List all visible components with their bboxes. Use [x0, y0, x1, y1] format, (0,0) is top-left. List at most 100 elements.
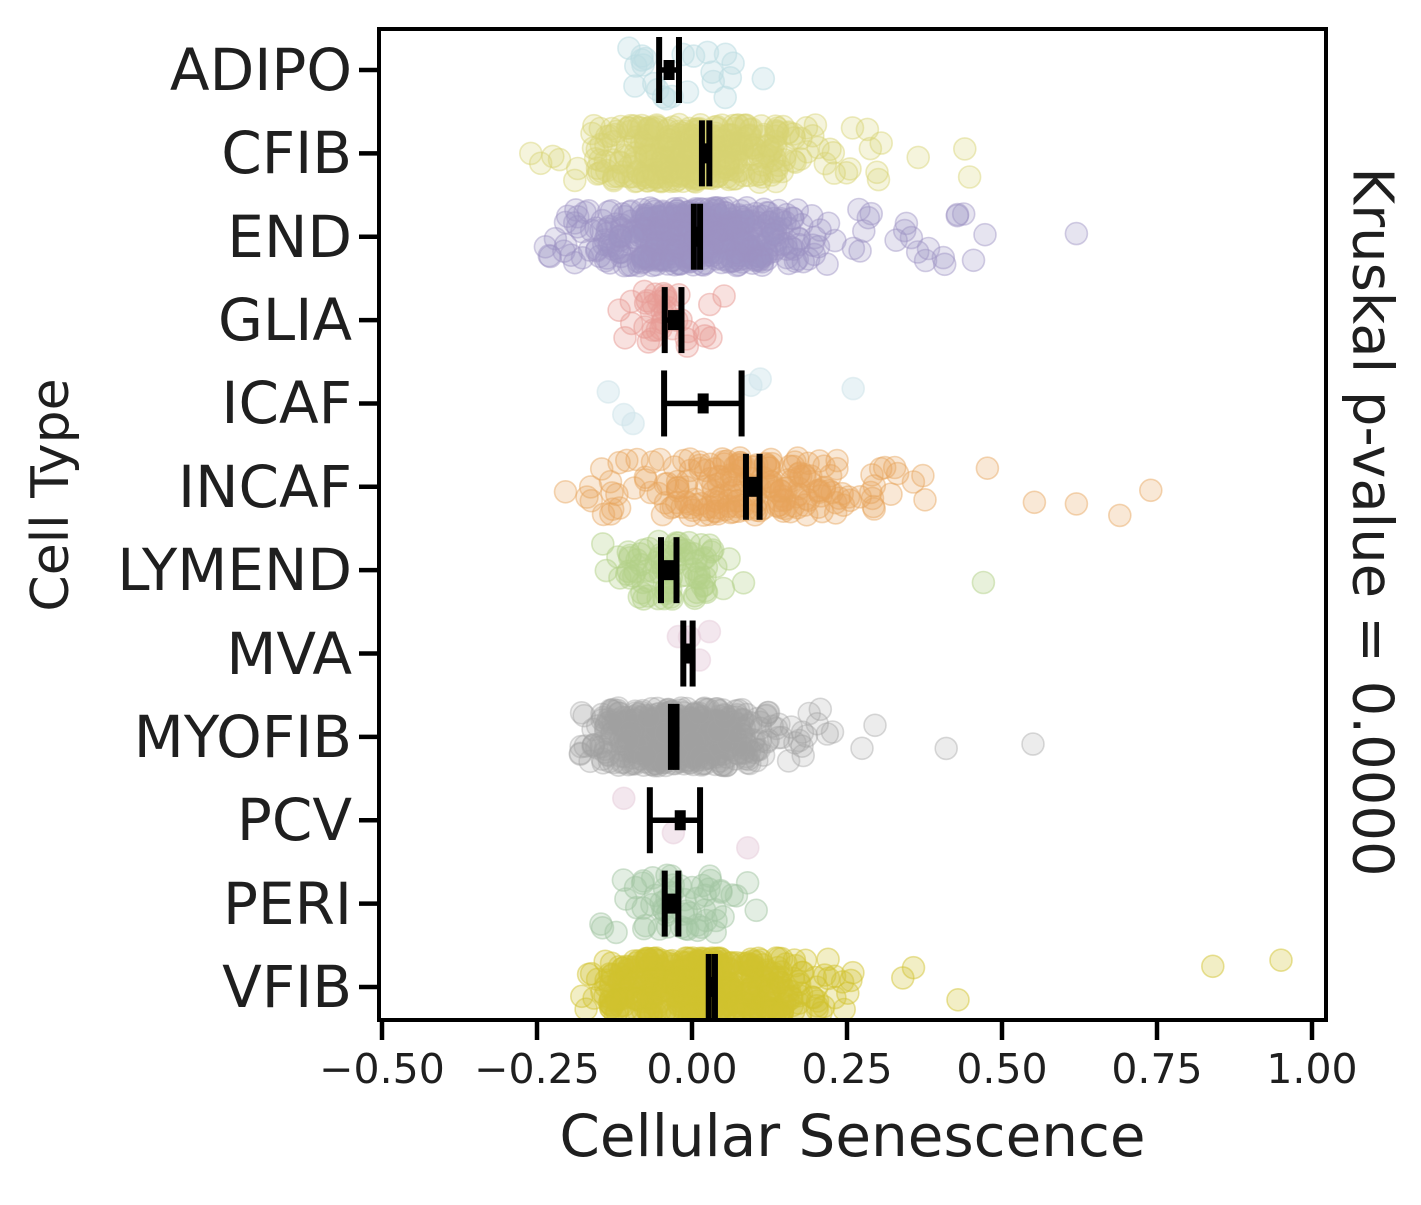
data-point	[642, 244, 667, 269]
data-point	[594, 124, 619, 149]
data-point	[641, 121, 666, 145]
data-point	[702, 196, 727, 220]
data-point	[655, 235, 680, 259]
data-point	[913, 248, 938, 273]
data-point	[691, 751, 715, 776]
data-point	[1021, 732, 1045, 756]
data-point	[528, 151, 553, 176]
data-point	[750, 249, 775, 274]
data-point	[603, 708, 628, 733]
data-point	[780, 206, 805, 230]
data-point	[601, 237, 625, 261]
data-point	[711, 196, 736, 221]
data-point	[565, 205, 590, 229]
data-point	[678, 740, 703, 765]
data-point	[1022, 490, 1047, 515]
data-point	[778, 454, 802, 479]
data-point	[583, 147, 608, 171]
data-point	[731, 163, 756, 188]
data-point	[688, 453, 712, 478]
data-point	[727, 234, 751, 259]
data-point	[663, 221, 687, 246]
data-point	[656, 116, 681, 141]
data-point	[637, 708, 662, 733]
data-point	[712, 233, 737, 258]
data-point	[555, 204, 580, 229]
data-point	[633, 744, 658, 769]
data-point	[569, 734, 593, 759]
data-point	[579, 218, 604, 243]
data-point	[589, 912, 613, 936]
data-point	[701, 708, 725, 732]
data-point	[711, 742, 736, 766]
data-point	[776, 749, 801, 773]
data-point	[747, 233, 772, 258]
data-point	[584, 735, 609, 760]
data-point	[602, 122, 627, 147]
data-point	[756, 201, 781, 225]
data-point	[681, 498, 705, 523]
data-point	[662, 163, 687, 187]
data-point	[797, 701, 822, 726]
data-point	[669, 143, 693, 168]
data-point	[608, 151, 633, 175]
data-point	[766, 198, 791, 223]
data-point	[774, 476, 798, 501]
data-point	[946, 987, 970, 1012]
data-point	[622, 151, 646, 176]
data-point	[649, 209, 674, 234]
data-point	[862, 474, 887, 498]
data-point	[657, 133, 682, 157]
data-point	[707, 203, 731, 227]
data-point	[698, 466, 722, 491]
data-point	[666, 147, 691, 171]
data-point	[633, 244, 657, 269]
data-point	[644, 144, 669, 168]
data-point	[615, 135, 640, 159]
data-point	[818, 137, 842, 162]
data-point	[679, 707, 704, 731]
data-point	[632, 217, 657, 242]
data-point	[733, 126, 758, 151]
data-point	[715, 152, 740, 176]
data-point	[639, 158, 663, 182]
data-point	[631, 753, 656, 778]
data-point	[607, 701, 631, 725]
data-point	[689, 719, 714, 744]
data-point	[669, 154, 694, 178]
data-point	[559, 243, 583, 267]
data-point	[715, 124, 740, 148]
data-point	[724, 240, 748, 265]
data-point	[659, 238, 684, 262]
data-point	[827, 486, 852, 511]
data-point	[684, 730, 708, 755]
data-point	[703, 920, 728, 944]
data-point	[653, 218, 678, 242]
data-point	[680, 718, 704, 743]
data-point	[670, 156, 695, 180]
data-point	[731, 232, 755, 257]
data-point	[659, 219, 684, 243]
data-point	[739, 217, 763, 242]
data-point	[787, 482, 811, 507]
data-point	[636, 730, 661, 755]
data-point	[716, 707, 741, 732]
data-point	[799, 204, 824, 228]
data-point	[728, 158, 753, 183]
data-point	[641, 233, 666, 258]
data-point	[639, 211, 663, 236]
data-point	[748, 729, 773, 754]
data-point	[640, 253, 665, 278]
data-point	[774, 237, 799, 261]
data-point	[635, 169, 660, 193]
data-point	[595, 221, 619, 246]
data-point	[581, 733, 606, 757]
data-point	[581, 717, 605, 742]
data-point	[782, 149, 806, 173]
data-point	[608, 224, 633, 249]
data-point	[620, 225, 645, 249]
data-point	[640, 215, 665, 240]
data-point	[666, 203, 690, 227]
data-point	[705, 220, 730, 244]
data-point	[644, 237, 669, 262]
